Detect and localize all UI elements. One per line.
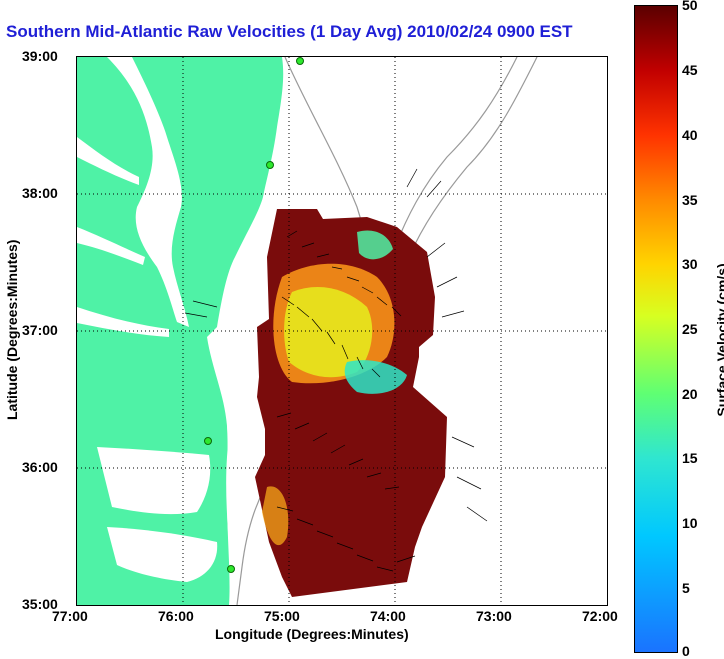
colorbar-tick: 10: [682, 515, 698, 531]
map-canvas: [77, 57, 607, 605]
y-tick-label: 39:00: [22, 48, 58, 64]
colorbar-tick: 40: [682, 127, 698, 143]
x-tick-label: 76:00: [158, 608, 194, 624]
colorbar-tick: 30: [682, 256, 698, 272]
colorbar: [634, 5, 678, 653]
land-area: [77, 57, 284, 605]
map-title: Southern Mid-Atlantic Raw Velocities (1 …: [6, 22, 573, 41]
station-marker: [296, 57, 304, 65]
x-tick-label: 72:00: [582, 608, 618, 624]
station-marker: [227, 565, 235, 573]
colorbar-tick: 5: [682, 580, 690, 596]
colorbar-tick: 15: [682, 450, 698, 466]
colorbar-tick: 50: [682, 0, 698, 13]
x-tick-label: 75:00: [264, 608, 300, 624]
colorbar-tick: 20: [682, 386, 698, 402]
colorbar-tick: 0: [682, 643, 690, 659]
grid-lines: [77, 57, 607, 605]
vector-arrows: [184, 168, 488, 572]
x-tick-label: 74:00: [370, 608, 406, 624]
radar-stations: [204, 57, 304, 573]
y-axis-label: Latitude (Degrees:Minutes): [4, 239, 20, 420]
station-marker: [204, 437, 212, 445]
y-tick-label: 38:00: [22, 185, 58, 201]
colorbar-label: Surface Velocity (cm/s): [714, 263, 724, 417]
velocity-map[interactable]: [76, 56, 608, 606]
station-marker: [266, 161, 274, 169]
y-tick-label: 35:00: [22, 596, 58, 612]
x-tick-label: 73:00: [476, 608, 512, 624]
colorbar-tick: 45: [682, 62, 698, 78]
y-tick-label: 37:00: [22, 322, 58, 338]
x-axis-label: Longitude (Degrees:Minutes): [215, 626, 409, 642]
y-tick-label: 36:00: [22, 459, 58, 475]
colorbar-tick: 35: [682, 192, 698, 208]
x-tick-label: 77:00: [52, 608, 88, 624]
colorbar-tick: 25: [682, 321, 698, 337]
